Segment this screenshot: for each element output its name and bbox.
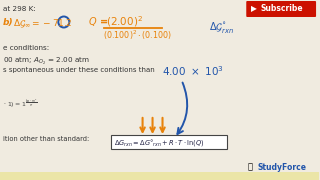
Text: $(2.00)^2$: $(2.00)^2$ <box>106 14 143 29</box>
Text: $Q$ =: $Q$ = <box>88 15 108 28</box>
Text: ▶: ▶ <box>251 4 257 13</box>
Text: e conditions:: e conditions: <box>3 45 49 51</box>
Text: ition other than standard:: ition other than standard: <box>3 136 89 142</box>
Text: s spontaneous under these conditions than: s spontaneous under these conditions tha… <box>3 67 155 73</box>
Text: $(0.100)^2 \cdot (0.100)$: $(0.100)^2 \cdot (0.100)$ <box>103 29 172 42</box>
FancyBboxPatch shape <box>111 134 227 148</box>
Text: $\Delta G_{rxn} = \Delta G°_{rxn} + R \cdot T \cdot \ln(Q)$: $\Delta G_{rxn} = \Delta G°_{rxn} + R \c… <box>114 136 204 147</box>
Text: 🎓: 🎓 <box>247 162 252 171</box>
Text: $\cdot\ 1) = 1^{\frac{kg \cdot m^2}{s^2}}$: $\cdot\ 1) = 1^{\frac{kg \cdot m^2}{s^2}… <box>3 98 37 111</box>
Text: Subscribe: Subscribe <box>260 4 303 13</box>
Text: at 298 K:: at 298 K: <box>3 6 36 12</box>
Text: 00 atm; $A_{O_2}$ = 2.00 atm: 00 atm; $A_{O_2}$ = 2.00 atm <box>3 56 90 67</box>
Text: StudyForce: StudyForce <box>257 163 306 172</box>
Text: $\Delta \mathcal{G}_{\infty} = -71.2$: $\Delta \mathcal{G}_{\infty} = -71.2$ <box>13 18 73 30</box>
Text: $\Delta \mathcal{G}_{rxn}^{\circ}$: $\Delta \mathcal{G}_{rxn}^{\circ}$ <box>209 20 235 35</box>
FancyBboxPatch shape <box>246 1 316 17</box>
Text: b): b) <box>3 18 14 27</box>
Bar <box>0 172 319 180</box>
Text: $4.00\ \times\ 10^3$: $4.00\ \times\ 10^3$ <box>162 64 223 78</box>
